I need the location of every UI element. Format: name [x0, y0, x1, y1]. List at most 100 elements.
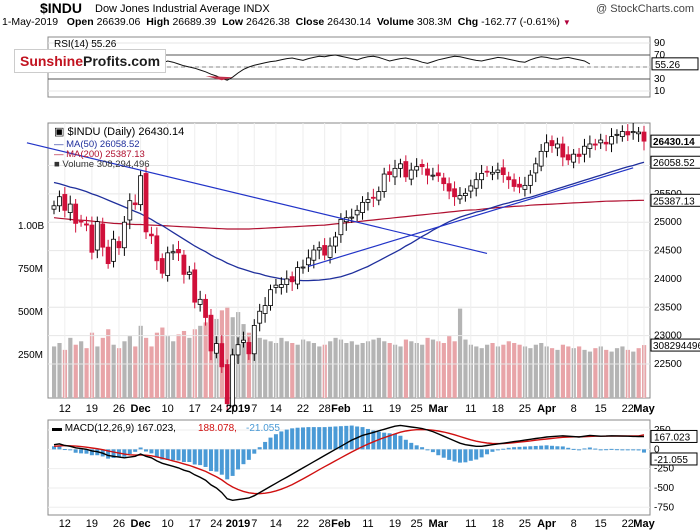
volume-bar: [79, 341, 84, 398]
volume-bar: [430, 339, 436, 398]
price-candle: [538, 150, 544, 167]
macd-line: [53, 424, 644, 502]
trendline-uptrend: [308, 167, 634, 268]
price-tick-label: 23500: [654, 302, 682, 313]
volume-bar: [290, 343, 295, 398]
volume-bar: [376, 337, 381, 398]
macd-histogram-bar: [133, 449, 138, 452]
x-tick-label: Dec: [131, 403, 151, 415]
price-candle: [500, 167, 506, 175]
volume-bar: [52, 346, 57, 398]
macd-histogram-bar: [241, 449, 246, 465]
price-candle: [111, 238, 116, 262]
price-candle: [84, 223, 89, 226]
volume-bar: [100, 337, 105, 398]
volume-bar: [447, 336, 452, 398]
rsi-legend: RSI(14) 55.26: [54, 39, 117, 50]
price-candle: [614, 133, 620, 136]
price-candle: [300, 266, 306, 269]
volume-bar: [133, 346, 138, 398]
volume-bar: [566, 346, 571, 398]
price-candle: [484, 170, 490, 173]
volume-bar: [425, 337, 430, 398]
price-candle: [544, 142, 549, 152]
price-candle: [549, 140, 555, 147]
price-tick-label: 25000: [654, 217, 682, 228]
macd-histogram-bar: [555, 446, 560, 450]
macd-histogram-bar: [544, 445, 549, 450]
macd-histogram-bar: [328, 426, 333, 450]
macd-histogram-bar: [290, 428, 295, 450]
macd-histogram-bar: [560, 446, 565, 450]
volume-bar: [95, 346, 100, 398]
macd-histogram-bar: [214, 449, 219, 472]
price-candle: [127, 200, 133, 221]
price-candle: [295, 267, 300, 285]
macd-histogram-bar: [322, 427, 327, 450]
macd-histogram-bar: [490, 449, 495, 452]
macd-x-tick-label: 19: [389, 518, 401, 530]
volume-bar: [555, 349, 560, 398]
macd-histogram-bar: [425, 449, 430, 451]
macd-histogram-bar: [614, 449, 619, 451]
volume-bar: [295, 344, 300, 398]
macd-histogram-bar: [522, 446, 527, 450]
x-tick-label: 12: [59, 403, 71, 415]
volume-bar: [203, 322, 208, 398]
price-candle: [192, 269, 198, 303]
macd-histogram-bar: [138, 447, 143, 450]
macd-x-tick-label: 15: [595, 518, 607, 530]
volume-bar: [593, 348, 598, 398]
macd-histogram-bar: [84, 449, 89, 454]
source-credit: @ StockCharts.com: [596, 3, 694, 15]
macd-histogram-bar: [246, 449, 251, 460]
price-candle: [527, 174, 533, 186]
price-candle: [235, 344, 241, 356]
price-candle: [203, 298, 208, 318]
x-tick-label: 17: [189, 403, 201, 415]
macd-x-tick-label: 26: [113, 518, 125, 530]
macd-x-tick-label: 22: [622, 518, 634, 530]
macd-histogram-bar: [295, 427, 300, 450]
macd-histogram-bar: [636, 449, 641, 451]
macd-x-tick-label: May: [633, 518, 655, 530]
volume-value-box: [650, 338, 700, 352]
macd-signal-line: [53, 428, 645, 495]
price-tick-label: 23000: [654, 331, 682, 342]
macd-histogram-bar: [409, 442, 414, 450]
price-candle: [468, 185, 474, 192]
macd-histogram-bar: [230, 449, 235, 476]
volume-bar: [501, 344, 506, 398]
close-price-label: 26430.14: [653, 137, 695, 148]
volume-bar: [517, 344, 522, 398]
price-candle: [289, 276, 295, 283]
macd-histogram-bar: [549, 445, 554, 450]
volume-bar: [149, 346, 154, 398]
price-candle: [121, 221, 127, 249]
macd-x-tick-label: 25: [411, 518, 423, 530]
price-candle: [273, 284, 279, 288]
volume-bar: [636, 348, 641, 398]
volume-bar: [57, 343, 62, 398]
volume-bar: [84, 348, 89, 398]
x-tick-label: Apr: [537, 403, 557, 415]
volume-bar: [317, 346, 322, 398]
macd-x-tick-label: Apr: [537, 518, 557, 530]
macd-histogram-bar: [106, 449, 111, 459]
macd-histogram-bar: [501, 448, 506, 450]
volume-legend: ■ Volume 308,294,496: [54, 159, 150, 170]
volume-bar: [452, 341, 457, 398]
price-candle: [213, 343, 219, 354]
volume-tick-label: 750M: [18, 264, 43, 275]
price-candle: [154, 235, 160, 262]
macd-signal-legend: 188.078,: [198, 423, 237, 434]
macd-histogram-bar: [252, 449, 257, 454]
rsi-tick-label: 70: [654, 50, 666, 61]
price-candle: [338, 218, 344, 236]
macd-histogram-bar: [609, 448, 614, 450]
price-candle: [603, 141, 609, 145]
volume-bar: [409, 341, 414, 398]
x-tick-label: 2019: [226, 403, 250, 415]
macd-histogram-bar: [577, 449, 582, 451]
price-candle: [398, 163, 403, 169]
